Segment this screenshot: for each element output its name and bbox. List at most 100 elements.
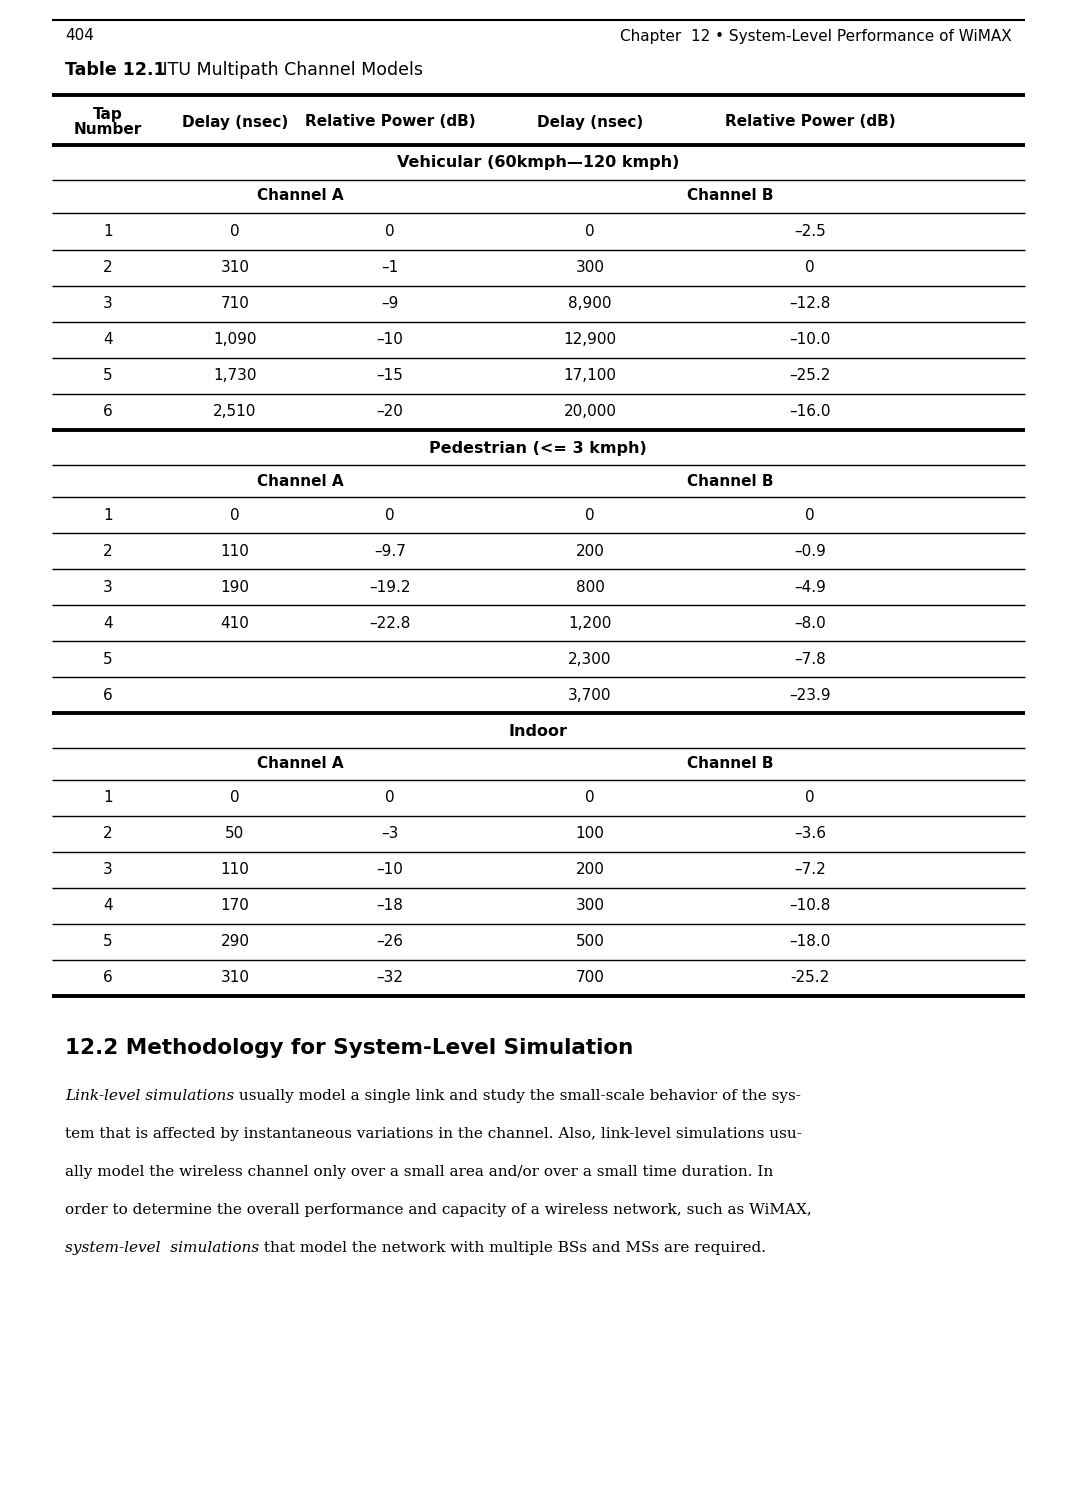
Text: 700: 700 — [575, 970, 604, 986]
Text: –10.0: –10.0 — [789, 333, 830, 348]
Text: 0: 0 — [806, 790, 815, 806]
Text: -25.2: -25.2 — [791, 970, 829, 986]
Text: 3: 3 — [103, 862, 113, 877]
Text: –18.0: –18.0 — [789, 934, 830, 950]
Text: Chapter  12 • System-Level Performance of WiMAX: Chapter 12 • System-Level Performance of… — [620, 28, 1012, 44]
Text: –20: –20 — [377, 405, 404, 420]
Text: Channel A: Channel A — [256, 189, 344, 204]
Text: Channel B: Channel B — [687, 474, 773, 489]
Text: 1: 1 — [103, 225, 113, 240]
Text: 100: 100 — [575, 827, 604, 842]
Text: ITU Multipath Channel Models: ITU Multipath Channel Models — [157, 62, 423, 80]
Text: system-level  simulations: system-level simulations — [65, 1240, 260, 1256]
Text: 0: 0 — [230, 790, 240, 806]
Text: ally model the wireless channel only over a small area and/or over a small time : ally model the wireless channel only ove… — [65, 1166, 773, 1179]
Text: –0.9: –0.9 — [794, 543, 826, 558]
Text: –22.8: –22.8 — [369, 615, 410, 630]
Text: 1,730: 1,730 — [213, 369, 256, 384]
Text: 12.2 Methodology for System-Level Simulation: 12.2 Methodology for System-Level Simula… — [65, 1038, 633, 1058]
Text: Relative Power (dB): Relative Power (dB) — [725, 114, 895, 129]
Text: –19.2: –19.2 — [369, 579, 410, 594]
Text: Relative Power (dB): Relative Power (dB) — [305, 114, 475, 129]
Text: 110: 110 — [221, 543, 250, 558]
Text: 170: 170 — [221, 898, 250, 914]
Text: 2: 2 — [103, 261, 113, 276]
Text: 17,100: 17,100 — [563, 369, 616, 384]
Text: 710: 710 — [221, 297, 250, 312]
Text: 8,900: 8,900 — [569, 297, 612, 312]
Text: 12,900: 12,900 — [563, 333, 616, 348]
Text: 6: 6 — [103, 687, 113, 702]
Text: 1,090: 1,090 — [213, 333, 256, 348]
Text: 300: 300 — [575, 261, 604, 276]
Text: 1: 1 — [103, 790, 113, 806]
Text: 190: 190 — [221, 579, 250, 594]
Text: –3: –3 — [381, 827, 398, 842]
Text: 1,200: 1,200 — [569, 615, 612, 630]
Text: Pedestrian (<= 3 kmph): Pedestrian (<= 3 kmph) — [429, 441, 647, 456]
Text: 300: 300 — [575, 898, 604, 914]
Text: 3: 3 — [103, 579, 113, 594]
Text: 110: 110 — [221, 862, 250, 877]
Text: –23.9: –23.9 — [789, 687, 830, 702]
Text: –9.7: –9.7 — [374, 543, 406, 558]
Text: 20,000: 20,000 — [563, 405, 616, 420]
Text: Channel B: Channel B — [687, 756, 773, 771]
Text: 0: 0 — [806, 507, 815, 522]
Text: Channel A: Channel A — [256, 756, 344, 771]
Text: –8.0: –8.0 — [794, 615, 826, 630]
Text: 3: 3 — [103, 297, 113, 312]
Text: –32: –32 — [377, 970, 404, 986]
Text: Indoor: Indoor — [508, 723, 568, 738]
Text: 0: 0 — [386, 790, 395, 806]
Text: usually model a single link and study the small-scale behavior of the sys-: usually model a single link and study th… — [235, 1089, 801, 1102]
Text: –7.8: –7.8 — [794, 651, 826, 666]
Text: 5: 5 — [103, 651, 113, 666]
Text: 6: 6 — [103, 405, 113, 420]
Text: tem that is affected by instantaneous variations in the channel. Also, link-leve: tem that is affected by instantaneous va… — [65, 1126, 802, 1142]
Text: –18: –18 — [377, 898, 404, 914]
Text: 2,300: 2,300 — [569, 651, 612, 666]
Text: 500: 500 — [575, 934, 604, 950]
Text: 410: 410 — [221, 615, 250, 630]
Text: 5: 5 — [103, 369, 113, 384]
Text: –7.2: –7.2 — [794, 862, 826, 877]
Text: –15: –15 — [377, 369, 404, 384]
Text: Channel B: Channel B — [687, 189, 773, 204]
Text: –25.2: –25.2 — [789, 369, 830, 384]
Text: 3,700: 3,700 — [569, 687, 612, 702]
Text: 0: 0 — [585, 507, 595, 522]
Text: 0: 0 — [386, 507, 395, 522]
Text: 0: 0 — [806, 261, 815, 276]
Text: 4: 4 — [103, 615, 113, 630]
Text: 2: 2 — [103, 827, 113, 842]
Text: 310: 310 — [221, 970, 250, 986]
Text: 200: 200 — [575, 543, 604, 558]
Text: –3.6: –3.6 — [794, 827, 826, 842]
Text: 0: 0 — [386, 225, 395, 240]
Text: Channel A: Channel A — [256, 474, 344, 489]
Text: –10: –10 — [377, 333, 404, 348]
Text: 1: 1 — [103, 507, 113, 522]
Text: –16.0: –16.0 — [789, 405, 830, 420]
Text: –10: –10 — [377, 862, 404, 877]
Text: 2,510: 2,510 — [213, 405, 256, 420]
Text: –4.9: –4.9 — [794, 579, 826, 594]
Text: Delay (nsec): Delay (nsec) — [536, 114, 643, 129]
Text: 50: 50 — [225, 827, 244, 842]
Text: Tap: Tap — [93, 108, 123, 123]
Text: 0: 0 — [230, 225, 240, 240]
Text: 310: 310 — [221, 261, 250, 276]
Text: Vehicular (60kmph—120 kmph): Vehicular (60kmph—120 kmph) — [396, 154, 680, 170]
Text: 4: 4 — [103, 898, 113, 914]
Text: –12.8: –12.8 — [789, 297, 830, 312]
Text: 5: 5 — [103, 934, 113, 950]
Text: 404: 404 — [65, 28, 94, 44]
Text: 6: 6 — [103, 970, 113, 986]
Text: 800: 800 — [575, 579, 604, 594]
Text: 290: 290 — [221, 934, 250, 950]
Text: 2: 2 — [103, 543, 113, 558]
Text: 0: 0 — [585, 225, 595, 240]
Text: –2.5: –2.5 — [794, 225, 826, 240]
Text: 0: 0 — [585, 790, 595, 806]
